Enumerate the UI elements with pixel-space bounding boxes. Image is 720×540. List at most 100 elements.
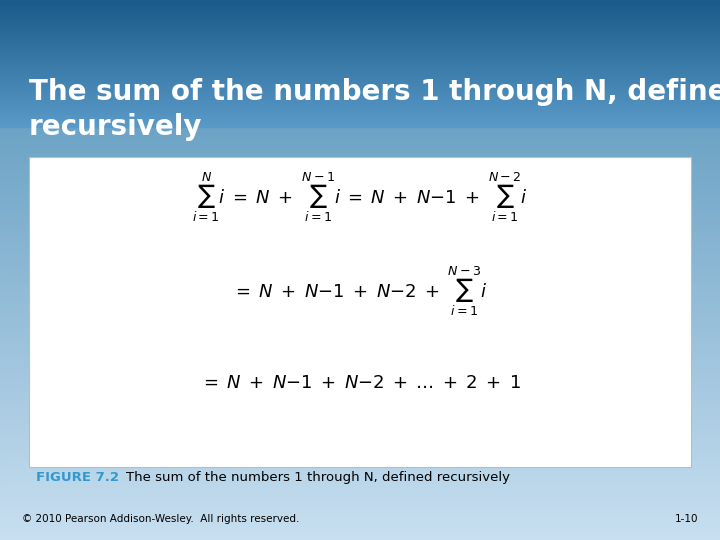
Bar [0, 51, 720, 54]
Text: $= \; N \;+\; N{-}1 \;+\; N{-}2 \;+\; \sum_{i=1}^{N-3} i$: $= \; N \;+\; N{-}1 \;+\; N{-}2 \;+\; \s… [232, 265, 488, 319]
Bar [0, 302, 720, 305]
Bar [0, 324, 720, 327]
Bar [0, 75, 720, 76]
Bar [0, 70, 720, 71]
Bar [0, 106, 720, 108]
Bar [0, 486, 720, 489]
Bar [0, 100, 720, 102]
Bar [0, 55, 720, 56]
Bar [0, 478, 720, 481]
Bar [0, 17, 720, 18]
Bar [0, 113, 720, 114]
Bar [0, 94, 720, 97]
Bar [0, 118, 720, 119]
Bar [0, 30, 720, 32]
Bar [0, 265, 720, 267]
Bar [0, 35, 720, 38]
Bar [0, 1, 720, 3]
Bar [0, 356, 720, 359]
Bar [0, 112, 720, 113]
Bar [0, 416, 720, 418]
Bar [0, 167, 720, 170]
Bar [0, 16, 720, 19]
Bar [0, 86, 720, 87]
Bar [0, 11, 720, 14]
Bar [0, 370, 720, 373]
Bar [0, 537, 720, 540]
Bar [0, 157, 720, 159]
Bar [0, 262, 720, 265]
Bar [0, 61, 720, 62]
Bar [0, 81, 720, 83]
Bar [0, 38, 720, 40]
Bar [0, 513, 720, 516]
Bar [0, 53, 720, 55]
Bar [0, 224, 720, 227]
Bar [0, 424, 720, 427]
Bar [0, 421, 720, 424]
Bar [0, 351, 720, 354]
Bar [0, 151, 720, 154]
Bar [0, 313, 720, 316]
Bar [0, 72, 720, 73]
Bar [0, 491, 720, 494]
Bar [0, 332, 720, 335]
Bar [0, 335, 720, 338]
Bar [0, 99, 720, 100]
Bar [0, 30, 720, 32]
Bar [0, 122, 720, 124]
Bar [0, 66, 720, 68]
Bar [0, 211, 720, 213]
Bar [0, 429, 720, 432]
Bar [0, 12, 720, 14]
Bar [0, 58, 720, 59]
Bar [0, 389, 720, 392]
Bar [0, 524, 720, 526]
Bar [0, 18, 720, 19]
Bar [0, 394, 720, 397]
Bar [0, 516, 720, 518]
Bar [0, 130, 720, 132]
Bar [0, 34, 720, 36]
Bar [0, 483, 720, 486]
Bar [0, 165, 720, 167]
Bar [0, 100, 720, 103]
Bar [0, 52, 720, 53]
Bar [0, 43, 720, 46]
Bar [0, 57, 720, 58]
Bar [0, 23, 720, 24]
Bar [0, 159, 720, 162]
Bar [0, 105, 720, 106]
Bar [0, 508, 720, 510]
Bar [0, 300, 720, 302]
Bar [0, 432, 720, 435]
Bar [0, 59, 720, 61]
Bar [0, 243, 720, 246]
Bar [0, 154, 720, 157]
Bar [0, 510, 720, 513]
Bar [0, 114, 720, 116]
Bar [0, 184, 720, 186]
Bar [0, 176, 720, 178]
Bar [0, 200, 720, 202]
Bar [0, 308, 720, 310]
Text: $= \; N \;+\; N{-}1 \;+\; N{-}2 \;+\; \ldots \;+\; 2 \;+\; 1$: $= \; N \;+\; N{-}1 \;+\; N{-}2 \;+\; \l… [199, 374, 521, 393]
Bar [0, 40, 720, 43]
Bar [0, 383, 720, 386]
Bar [0, 381, 720, 383]
Bar [0, 138, 720, 140]
Bar [0, 186, 720, 189]
Bar [0, 28, 720, 29]
Bar [0, 80, 720, 81]
Bar [0, 27, 720, 30]
Bar [0, 427, 720, 429]
Bar [0, 446, 720, 448]
Bar [0, 120, 720, 122]
Bar [0, 467, 720, 470]
Bar [0, 95, 720, 97]
Bar [0, 319, 720, 321]
Bar [0, 65, 720, 68]
Bar [0, 5, 720, 8]
Bar [0, 50, 720, 51]
Bar [0, 305, 720, 308]
